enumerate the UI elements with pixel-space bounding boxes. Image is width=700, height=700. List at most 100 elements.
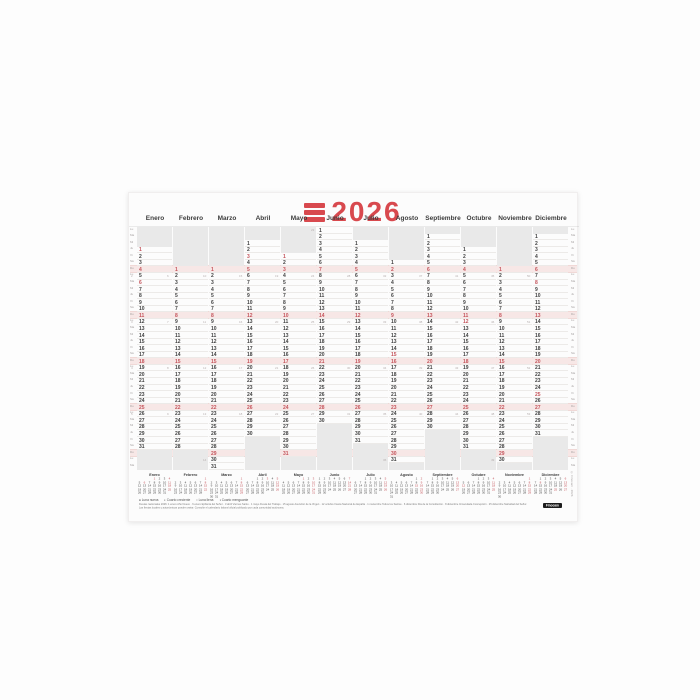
mini-day-cell: 12 bbox=[461, 483, 466, 488]
day-number: 4 bbox=[499, 286, 502, 293]
weekday-label-cell: Ma bbox=[129, 417, 136, 424]
day-cell: 29 bbox=[209, 450, 244, 457]
mini-day-cell: 25 bbox=[378, 487, 383, 491]
day-number: 29 bbox=[391, 444, 397, 451]
mini-day-cell: 10 bbox=[162, 480, 167, 484]
mini-week-row: 17 18 19 20 21 22 23 bbox=[389, 487, 424, 490]
weekday-label: Ma bbox=[130, 417, 135, 421]
day-cell: 11 bbox=[461, 312, 496, 319]
mini-day-cell: 13 bbox=[142, 483, 147, 488]
day-cell: 10 bbox=[425, 293, 460, 300]
day-number: 17 bbox=[355, 345, 361, 352]
day-number: 23 bbox=[463, 391, 469, 398]
day-cell: 5 bbox=[173, 293, 208, 300]
mini-day-cell: 6 bbox=[354, 480, 357, 484]
mini-week-row: 18 19 20 21 22 23 24 bbox=[281, 487, 316, 490]
day-number: 28 bbox=[391, 437, 397, 444]
day-number: 7 bbox=[319, 266, 322, 273]
day-number: 30 bbox=[139, 437, 145, 444]
day-number: 26 bbox=[175, 430, 181, 437]
day-cell: 11 bbox=[137, 312, 172, 319]
day-cell: 1 bbox=[245, 240, 280, 247]
empty-cell bbox=[281, 456, 316, 464]
day-cell: 22 bbox=[533, 371, 568, 378]
month-header-febrero: Febrero bbox=[178, 215, 204, 222]
weekday-label-cell: Ju bbox=[129, 430, 136, 437]
weekday-label: Lu bbox=[570, 319, 574, 323]
mini-day-cell: 27 bbox=[342, 487, 347, 491]
day-cell: 7 bbox=[209, 306, 244, 313]
month-header-julio: Julio bbox=[363, 215, 379, 222]
day-number: 21 bbox=[139, 378, 145, 385]
day-number: 27 bbox=[463, 417, 469, 424]
weekday-label: Ma bbox=[130, 280, 135, 283]
day-cell: 27 bbox=[425, 404, 460, 411]
day-cell: 26 5 bbox=[131, 411, 172, 418]
day-number: 8 bbox=[139, 293, 142, 300]
day-cell: 16 bbox=[245, 339, 280, 346]
mini-day-cell: 30 bbox=[419, 490, 424, 495]
day-number: 28 bbox=[499, 444, 505, 451]
empty-cell bbox=[137, 456, 172, 464]
mini-week-row: 12 13 14 15 16 17 18 bbox=[461, 484, 496, 487]
day-cell: 30 bbox=[245, 430, 280, 437]
empty-cell bbox=[317, 430, 352, 437]
day-number: 11 bbox=[139, 312, 145, 319]
day-cell: 11 bbox=[317, 293, 352, 300]
weekday-label-cell: Ma bbox=[129, 371, 136, 378]
day-cell: 18 bbox=[461, 358, 496, 365]
mini-day-cell: 20 bbox=[517, 487, 522, 491]
mini-day-cell: 4 bbox=[446, 476, 449, 481]
day-cell: 28 bbox=[389, 437, 424, 444]
day-cell: 28 bbox=[245, 417, 280, 424]
mini-day-cell: 2 bbox=[261, 476, 264, 481]
day-cell: 25 bbox=[389, 417, 424, 424]
day-cell: 14 bbox=[209, 352, 244, 359]
empty-cell bbox=[461, 233, 496, 241]
mini-day-cell: 10 bbox=[440, 480, 445, 484]
day-number: 9 bbox=[175, 319, 178, 326]
mini-day-cell: 31 bbox=[486, 490, 491, 495]
mini-day-cell: 7 bbox=[235, 480, 238, 484]
brand-badge: Finocam bbox=[543, 502, 562, 508]
day-number: 11 bbox=[283, 319, 289, 326]
mini-day-cell: 22 bbox=[301, 487, 306, 491]
day-number: 28 bbox=[283, 430, 289, 437]
mini-day-cell: 8 bbox=[528, 480, 531, 484]
day-number: 11 bbox=[427, 299, 433, 306]
day-cell: 23 48 bbox=[491, 411, 532, 418]
day-cell: 20 bbox=[317, 352, 352, 359]
empty-cell bbox=[281, 463, 316, 470]
mini-day-cell: 14 bbox=[234, 483, 239, 488]
weekday-label: Do bbox=[570, 266, 575, 270]
footnote-line: Fiestas nacionales 2026: 1 enero Año Nue… bbox=[139, 503, 528, 506]
weekday-label: Do bbox=[570, 312, 575, 316]
weekday-label-cell: Sá bbox=[129, 444, 136, 451]
mini-day-cell: 11 bbox=[219, 483, 224, 488]
day-cell: 26 bbox=[533, 398, 568, 405]
day-cell: 16 bbox=[137, 345, 172, 352]
day-cell: 29 bbox=[461, 430, 496, 437]
day-cell: 10 bbox=[317, 286, 352, 293]
week-number: 20 bbox=[274, 320, 278, 324]
day-number: 4 bbox=[427, 253, 430, 260]
year-title: 2026 bbox=[331, 196, 402, 227]
weekday-label-cell: Ma bbox=[570, 280, 577, 287]
day-cell: 15 bbox=[425, 325, 460, 332]
day-number: 26 bbox=[247, 404, 253, 411]
mini-day-cell: 17 bbox=[502, 487, 507, 491]
mini-day-cell: 16 bbox=[435, 483, 440, 488]
day-number: 10 bbox=[355, 299, 361, 306]
mini-day-cell: 23 bbox=[173, 490, 178, 495]
mini-week-row: 16 17 18 19 20 21 22 bbox=[173, 487, 208, 490]
mini-week-row: 30 bbox=[497, 494, 532, 497]
weekday-label: Do bbox=[130, 266, 134, 270]
empty-cell bbox=[317, 456, 352, 464]
mini-day-cell: 2 bbox=[498, 480, 501, 484]
empty-cell bbox=[173, 259, 208, 267]
mini-day-cell: 29 bbox=[430, 490, 435, 495]
day-cell: 6 15 bbox=[239, 273, 280, 280]
mini-day-cell: 17 bbox=[162, 483, 167, 488]
mini-day-cell: 14 bbox=[533, 483, 538, 488]
